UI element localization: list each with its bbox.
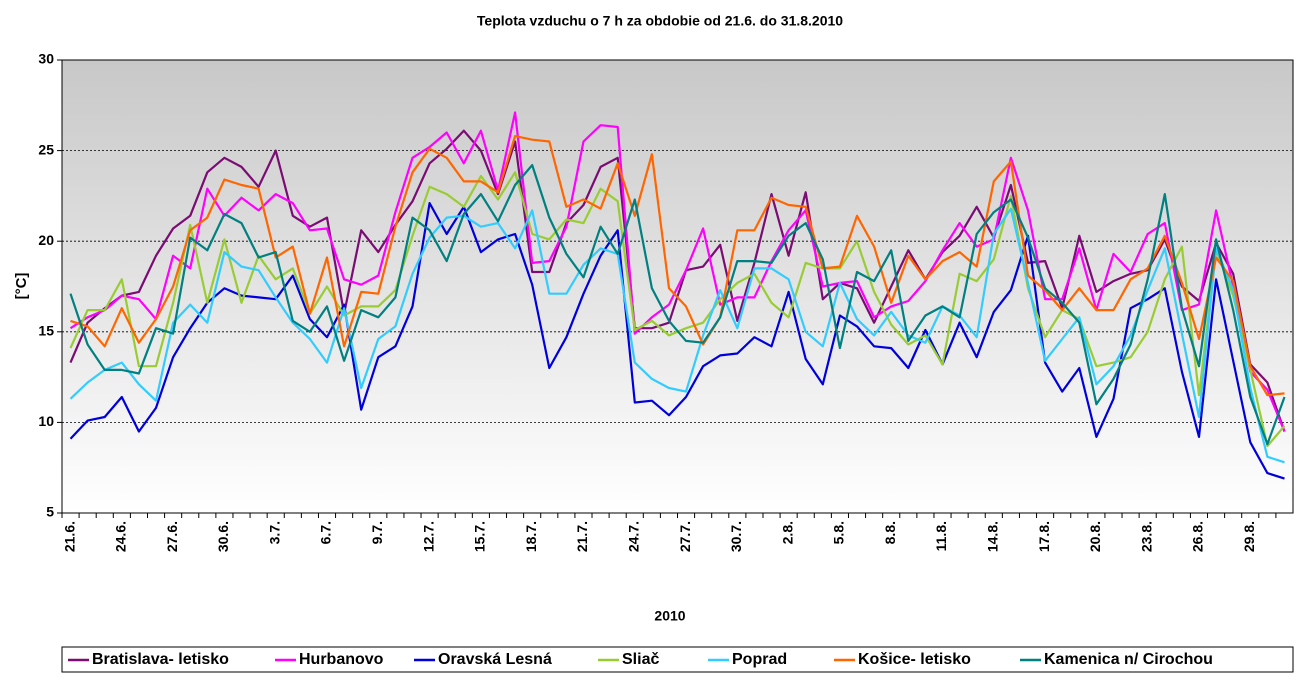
x-tick-label: 20.8. [1087,521,1103,552]
x-tick-label: 30.6. [215,521,231,552]
legend-label: Oravská Lesná [438,651,552,668]
x-tick-label: 21.7. [574,521,590,552]
x-tick-label: 17.8. [1036,521,1052,552]
x-tick-label: 18.7. [523,521,539,552]
legend-label: Kamenica n/ Cirochou [1044,651,1213,668]
x-axis-title: 2010 [654,608,685,624]
legend-label: Poprad [732,651,787,668]
x-tick-label: 29.8. [1241,521,1257,552]
x-tick-label: 15.7. [472,521,488,552]
y-tick-label: 5 [46,504,54,520]
series-line [69,207,1285,464]
x-tick-label: 11.8. [933,521,949,551]
x-tick-label: 27.6. [164,521,180,552]
series-line [69,202,1285,480]
x-tick-label: 2.8. [779,521,795,544]
y-tick-label: 30 [38,51,54,67]
x-tick-label: 5.8. [831,521,847,544]
y-tick-label: 10 [38,413,54,429]
x-tick-label: 30.7. [728,521,744,552]
legend-label: Hurbanovo [299,651,384,668]
x-tick-label: 9.7. [369,521,385,544]
x-tick-label: 27.7. [677,521,693,552]
x-tick-label: 3.7. [266,521,282,544]
x-tick-label: 24.6. [113,521,129,552]
x-tick-label: 8.8. [882,521,898,544]
x-tick-label: 6.7. [318,521,334,544]
y-tick-label: 25 [38,141,54,157]
x-tick-label: 24.7. [625,521,641,552]
series-line [69,111,1286,432]
legend-label: Sliač [622,651,659,668]
x-tick-label: 14.8. [985,521,1001,552]
legend-label: Bratislava- letisko [92,651,229,668]
legend-box [61,646,1294,673]
y-axis-title: [°C] [13,273,30,300]
series-line [69,164,1286,446]
legend-label: Košice- letisko [858,651,971,668]
series-line [70,135,1285,397]
y-tick-label: 15 [38,323,54,339]
x-tick-label: 12.7. [420,521,436,552]
chart-title: Teplota vzduchu o 7 h za obdobie od 21.6… [477,13,843,29]
x-tick-label: 21.6. [61,521,77,552]
x-tick-label: 23.8. [1138,521,1154,552]
y-tick-label: 20 [38,232,54,248]
x-tick-label: 26.8. [1190,521,1206,552]
